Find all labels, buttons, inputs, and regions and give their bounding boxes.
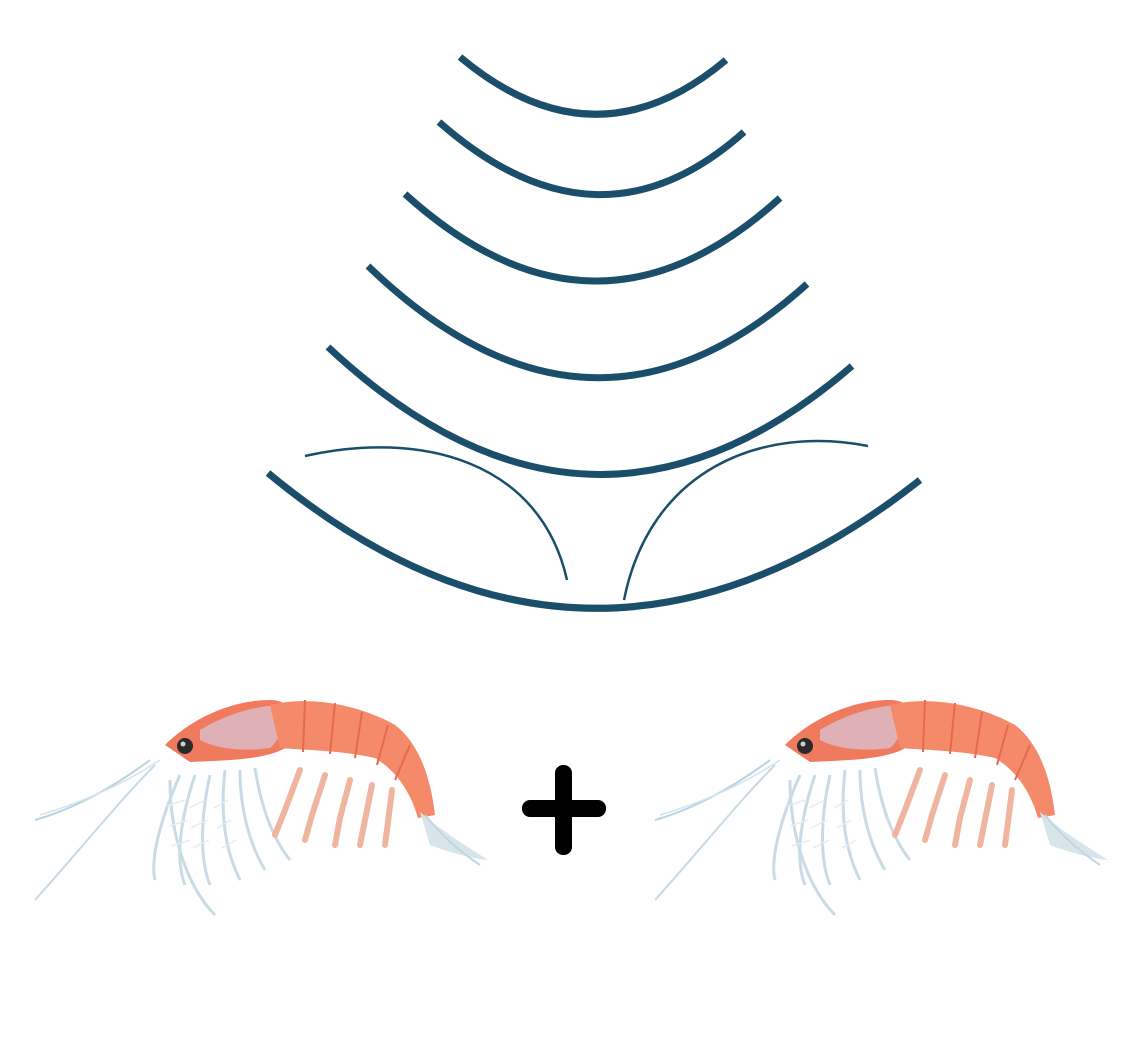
sidelobe-curve-right [622, 439, 869, 601]
echo-arcs [265, 54, 923, 612]
sidelobe-curve-left [304, 446, 569, 581]
plus-sign [522, 765, 606, 855]
echo-arc-1 [457, 54, 729, 118]
krill-right-image [655, 700, 1108, 915]
echo-arc-6 [265, 470, 923, 612]
sidelobe-curves [304, 439, 869, 601]
krill-left-image [35, 700, 488, 915]
echo-arc-4 [365, 263, 810, 382]
echo-arc-5 [325, 344, 855, 478]
echo-arc-3 [402, 191, 783, 285]
echo-arc-2 [436, 119, 747, 198]
